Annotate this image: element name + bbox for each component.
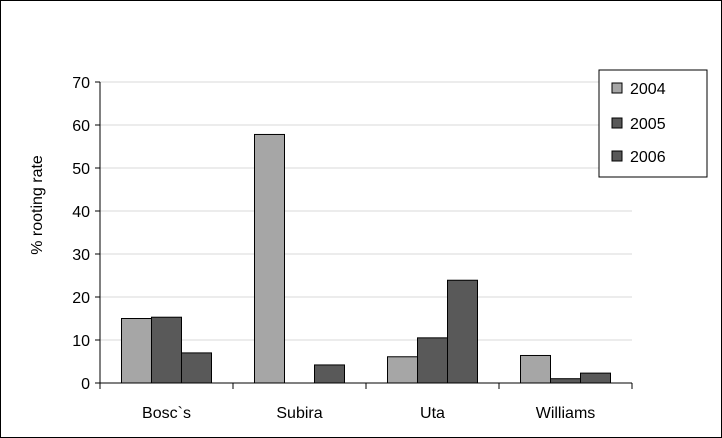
y-tick-label: 40 (72, 204, 90, 221)
bar-2006-2 (447, 279, 478, 384)
legend-swatch-2006 (611, 150, 623, 162)
x-tick-label: Uta (420, 405, 445, 422)
y-tick-label: 30 (72, 247, 90, 264)
y-tick-label: 10 (72, 333, 90, 350)
x-tick-label: Subira (276, 405, 322, 422)
bar-2006-3 (580, 372, 611, 384)
y-tick-label: 20 (72, 290, 90, 307)
y-ticks: 0 10 20 30 40 50 60 70 (72, 75, 100, 393)
bar-2004-2 (387, 356, 418, 384)
gridlines (100, 81, 632, 341)
legend-label: 2004 (630, 81, 666, 98)
y-tick-label: 0 (81, 376, 90, 393)
legend-label: 2006 (630, 149, 666, 166)
x-ticks: Bosc`s Subira Uta Williams (99, 383, 633, 422)
y-tick-label: 50 (72, 161, 90, 178)
legend-label: 2005 (630, 116, 666, 133)
legend-swatch-2004 (611, 82, 623, 94)
x-tick-label: Bosc`s (142, 405, 191, 422)
bar-2005-3 (550, 378, 581, 384)
bar-2004-0 (121, 318, 152, 384)
bar-2006-1 (314, 364, 345, 384)
bar-2004-1 (254, 133, 285, 384)
y-tick-label: 70 (72, 75, 90, 92)
bar-2006-0 (181, 352, 212, 384)
x-tick-label: Williams (536, 405, 596, 422)
y-axis-label: % rooting rate (29, 155, 46, 255)
legend: 2004 2005 2006 (598, 69, 708, 178)
legend-swatch-2005 (611, 117, 623, 129)
bars (121, 133, 611, 384)
bar-2005-0 (151, 316, 182, 384)
y-tick-label: 60 (72, 118, 90, 135)
bar-2005-2 (417, 337, 448, 384)
bar-2004-3 (520, 354, 551, 384)
